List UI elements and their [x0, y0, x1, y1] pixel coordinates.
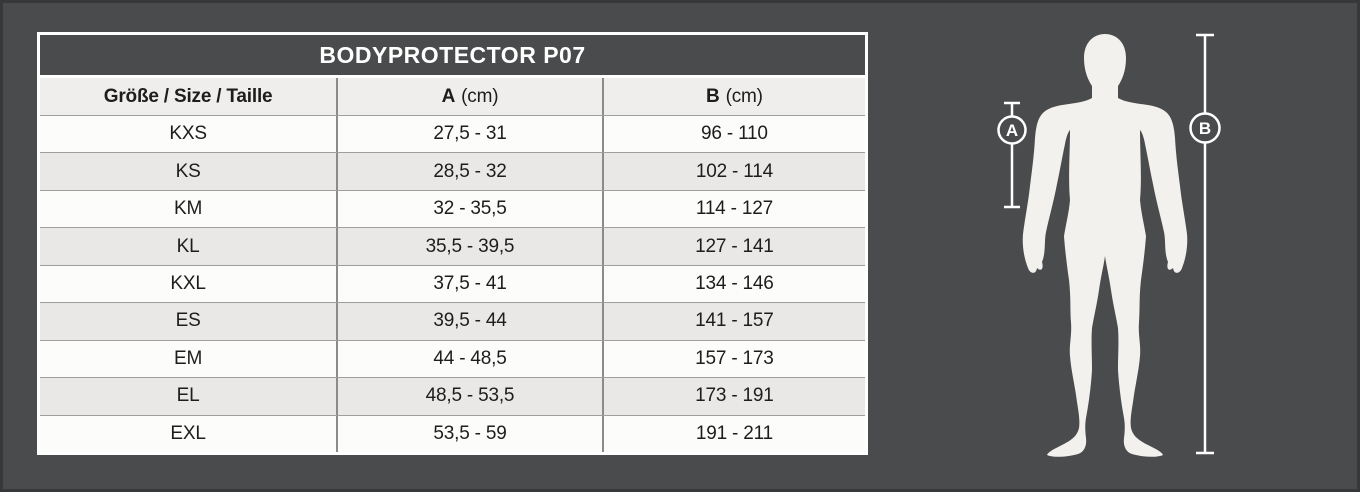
measure-a-cell: 44 - 48,5: [336, 340, 602, 378]
measure-b-letter: B: [1199, 119, 1211, 138]
table-rows: KXS 27,5 - 31 96 - 110 KS 28,5 - 32 102 …: [40, 115, 865, 452]
size-cell: KS: [175, 160, 201, 182]
size-cell: KL: [176, 235, 200, 257]
measure-a-cell: 48,5 - 53,5: [336, 378, 602, 415]
measure-a-circle: [997, 115, 1027, 145]
measure-a-cell: 32 - 35,5: [336, 190, 602, 228]
size-table: BODYPROTECTOR P07 Größe / Size / Taille …: [37, 32, 868, 455]
measure-b-circle: [1189, 112, 1221, 144]
table-row: KS 28,5 - 32 102 - 114: [40, 152, 865, 190]
body-silhouette-diagram: A B: [997, 33, 1221, 457]
measure-a-cell: 53,5 - 59: [336, 415, 602, 452]
table-row: EM 44 - 48,5 157 - 173: [40, 339, 865, 378]
table-row: KXS 27,5 - 31 96 - 110: [40, 115, 865, 153]
table-title: BODYPROTECTOR P07: [40, 35, 865, 75]
measure-b-cell: 141 - 157: [601, 303, 865, 340]
header-size-column: Größe / Size / Taille: [103, 85, 273, 107]
size-cell: EL: [176, 385, 200, 407]
header-a-unit: (cm): [461, 85, 499, 107]
size-cell: KXS: [169, 123, 207, 145]
measure-b-cell: 173 - 191: [601, 378, 865, 415]
size-cell: EM: [174, 347, 203, 369]
measure-a-indicator: [997, 101, 1027, 209]
table-row: ES 39,5 - 44 141 - 157: [40, 302, 865, 340]
measure-b-cell: 114 - 127: [601, 190, 865, 228]
size-cell: KXL: [170, 272, 206, 294]
measure-a-cell: 27,5 - 31: [336, 116, 602, 153]
table-row: EL 48,5 - 53,5 173 - 191: [40, 377, 865, 415]
measure-b-cell: 191 - 211: [601, 415, 865, 452]
measurement-diagram: A B: [980, 18, 1230, 468]
header-b-column: B (cm): [601, 78, 865, 115]
measure-b-cell: 134 - 146: [601, 265, 865, 303]
table-header-row: Größe / Size / Taille A (cm) B (cm): [40, 78, 865, 115]
table-row: KXL 37,5 - 41 134 - 146: [40, 264, 865, 303]
table-row: KM 32 - 35,5 114 - 127: [40, 189, 865, 228]
size-cell: EXL: [170, 422, 206, 444]
header-a-label: A: [441, 85, 456, 107]
measure-a-letter: A: [1006, 121, 1018, 140]
measure-a-cell: 28,5 - 32: [336, 153, 602, 190]
size-cell: KM: [174, 198, 203, 220]
header-b-label: B: [706, 85, 720, 107]
table-row: KL 35,5 - 39,5 127 - 141: [40, 227, 865, 265]
human-silhouette: [1022, 34, 1188, 457]
measure-a-cell: 37,5 - 41: [336, 265, 602, 303]
measure-b-cell: 127 - 141: [601, 228, 865, 265]
measure-b-cell: 157 - 173: [601, 340, 865, 378]
table-row: EXL 53,5 - 59 191 - 211: [40, 414, 865, 452]
measure-b-indicator: [1189, 33, 1221, 455]
header-b-unit: (cm): [725, 85, 763, 107]
measure-b-cell: 102 - 114: [601, 153, 865, 190]
measure-a-cell: 35,5 - 39,5: [336, 228, 602, 265]
measure-a-cell: 39,5 - 44: [336, 303, 602, 340]
size-cell: ES: [175, 310, 201, 332]
header-a-column: A (cm): [336, 78, 602, 115]
measure-b-cell: 96 - 110: [601, 116, 865, 153]
